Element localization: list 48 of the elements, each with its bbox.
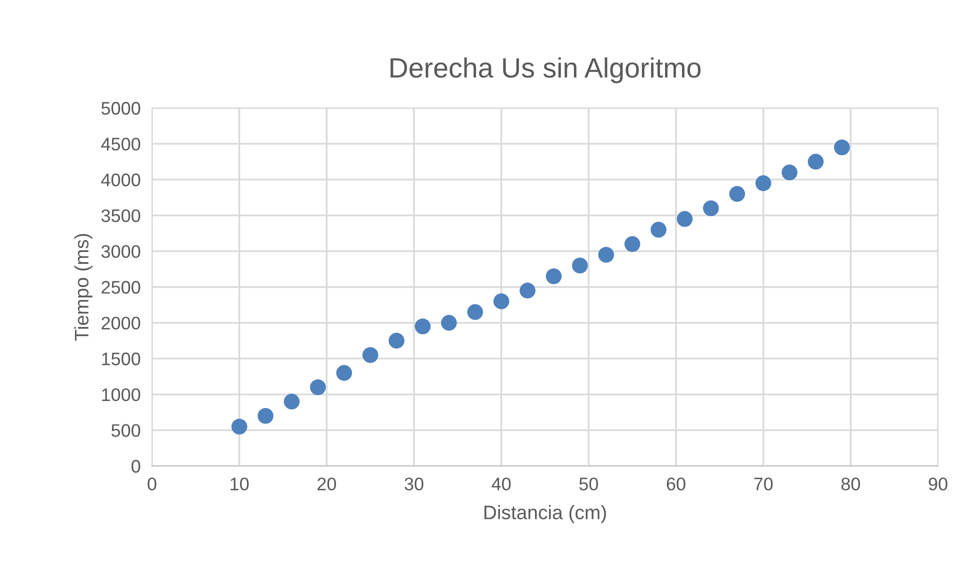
point [598, 246, 614, 263]
point [782, 164, 798, 180]
x-tick-label: 40 [492, 478, 511, 490]
point [231, 418, 248, 435]
y-tick-label: 0 [132, 460, 140, 473]
point [808, 154, 824, 170]
point [572, 258, 588, 274]
point [258, 408, 274, 424]
point [310, 379, 326, 396]
y-tick-label: 1000 [102, 388, 140, 402]
x-tick-label: 60 [666, 478, 686, 490]
point [676, 211, 693, 227]
y-tick-label: 3000 [101, 245, 140, 258]
y-tick-label: 4500 [101, 138, 140, 151]
point [414, 318, 431, 334]
y-tick-label: 5000 [101, 102, 140, 115]
point [650, 222, 666, 238]
x-tick-label: 20 [318, 478, 336, 490]
point [703, 200, 719, 216]
point [624, 236, 640, 252]
x-tick-label: 50 [579, 478, 598, 490]
y-tick-label: 4000 [101, 174, 140, 186]
x-tick-label: 80 [841, 478, 860, 490]
point [520, 282, 536, 298]
y-tick-label: 2500 [102, 280, 140, 294]
point [336, 365, 352, 381]
x-tick-label: 0 [148, 478, 156, 490]
x-tick-label: 90 [928, 478, 948, 490]
y-tick-label: 500 [111, 424, 140, 437]
x-axis-title: Distancia (cm) [484, 505, 606, 524]
point [546, 268, 562, 284]
point [834, 139, 850, 156]
y-tick-label: 2000 [102, 316, 140, 330]
chart-title: Derecha Us sin Algoritmo [390, 57, 701, 84]
point [729, 186, 746, 202]
point [284, 394, 300, 410]
y-tick-label: 1500 [102, 352, 140, 366]
x-tick-label: 10 [230, 478, 249, 490]
point [493, 293, 510, 310]
point [388, 332, 404, 349]
x-tick-label: 30 [404, 478, 424, 490]
point [755, 175, 772, 192]
x-tick-label: 70 [754, 478, 773, 490]
point [467, 304, 484, 320]
y-tick-label: 3500 [101, 209, 140, 222]
point [441, 314, 457, 331]
point [362, 347, 378, 363]
y-axis-title: Tiempo (ms) [74, 234, 92, 341]
